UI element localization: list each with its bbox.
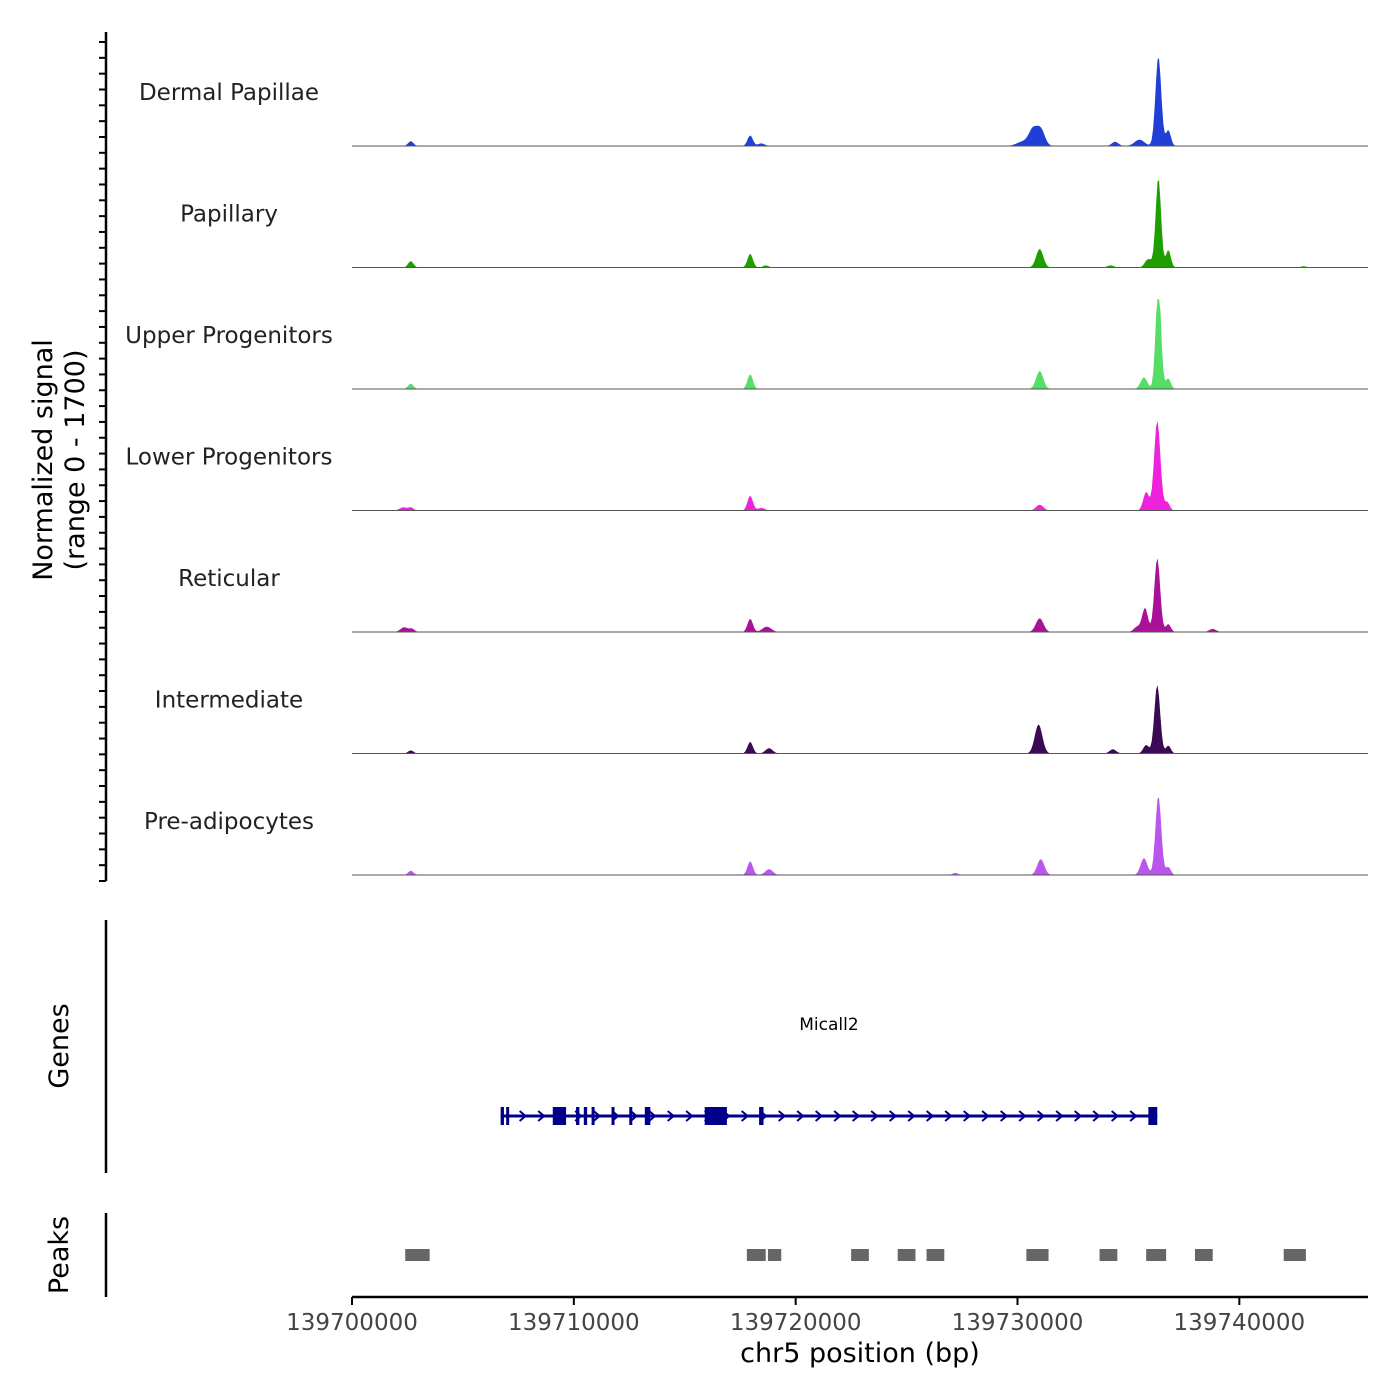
signal-track: Lower Progenitors	[126, 420, 1368, 511]
x-axis-tick-label: 139700000	[286, 1310, 418, 1336]
gene-strand-arrow	[944, 1110, 953, 1122]
signal-track: Upper Progenitors	[125, 299, 1368, 390]
signal-tracks: Dermal Papillae Papillary Upper Progenitor…	[125, 58, 1368, 876]
signal-track: Dermal Papillae	[139, 58, 1368, 147]
gene-strand-arrow	[1073, 1110, 1083, 1122]
gene-model: Micall2	[500, 1015, 1158, 1125]
gene-strand-arrow	[981, 1110, 990, 1122]
track-signal-area	[352, 179, 1368, 268]
gene-exon	[644, 1107, 651, 1125]
peak-region	[897, 1249, 916, 1261]
gene-strand-arrow	[870, 1110, 879, 1122]
x-axis-tick-label: 139740000	[1173, 1310, 1305, 1336]
gene-strand-arrow	[999, 1110, 1009, 1122]
ylabel-line-1: Normalized signal	[28, 339, 59, 581]
gene-strand-arrow	[648, 1110, 657, 1122]
gene-strand-arrow	[1129, 1110, 1138, 1122]
gene-exon	[583, 1107, 588, 1125]
gene-strand-arrow	[1055, 1110, 1064, 1122]
peak-region	[746, 1249, 766, 1261]
track-label: Intermediate	[155, 688, 303, 714]
gene-exon	[759, 1107, 764, 1125]
x-axis-tick-label: 139720000	[730, 1310, 862, 1336]
x-axis-tick-label: 139710000	[508, 1310, 640, 1336]
peak-region	[1099, 1249, 1118, 1261]
signal-y-axis-ticks	[99, 41, 106, 882]
gene-exon	[629, 1107, 633, 1125]
track-signal-area	[352, 58, 1368, 147]
track-label: Lower Progenitors	[126, 445, 333, 471]
track-signal-area	[352, 558, 1368, 632]
gene-strand-arrow	[777, 1110, 787, 1122]
track-signal-area	[352, 299, 1368, 389]
signal-track: Reticular	[178, 558, 1368, 633]
gene-strand-arrow	[851, 1110, 861, 1122]
gene-strand-arrow	[1036, 1110, 1046, 1122]
ylabel-line-2: (range 0 - 1700)	[60, 350, 91, 571]
x-axis-tick-label: 139730000	[952, 1310, 1084, 1336]
track-label: Pre-adipocytes	[144, 809, 314, 835]
peak-region	[1146, 1249, 1167, 1261]
track-signal-area	[352, 685, 1368, 754]
gene-exon	[1148, 1107, 1158, 1125]
gene-exon	[506, 1107, 510, 1125]
gene-strand-arrow	[518, 1110, 528, 1122]
track-label: Reticular	[178, 566, 280, 592]
gene-exon	[500, 1107, 504, 1125]
peak-region	[1194, 1249, 1213, 1261]
x-axis-ticks: 139700000 139710000 139720000 139730000 1397…	[286, 1297, 1305, 1336]
gene-exon	[591, 1107, 595, 1125]
gene-strand-arrow	[685, 1110, 694, 1122]
peak-region	[1283, 1249, 1306, 1261]
genes-panel-label: Genes	[44, 1003, 75, 1088]
peak-region	[1026, 1249, 1049, 1261]
gene-strand-arrow	[925, 1110, 935, 1122]
genes-panel: Micall2	[500, 1015, 1158, 1125]
signal-track: Intermediate	[155, 685, 1368, 754]
track-signal-area	[352, 420, 1368, 511]
track-label: Papillary	[180, 202, 278, 228]
gene-exon	[576, 1107, 580, 1125]
gene-strand-arrow	[796, 1110, 805, 1122]
peaks-panel	[405, 1249, 1306, 1261]
peak-region	[405, 1249, 430, 1261]
gene-strand-arrow	[814, 1110, 824, 1122]
gene-strand-arrow	[592, 1110, 602, 1122]
x-axis-title: chr5 position (bp)	[740, 1338, 980, 1369]
gene-strand-arrow	[1018, 1110, 1027, 1122]
gene-strand-arrow	[962, 1110, 972, 1122]
gene-strand-arrow	[629, 1110, 639, 1122]
signal-track: Pre-adipocytes	[144, 797, 1368, 876]
gene-strand-arrow	[537, 1110, 546, 1122]
track-signal-area	[352, 797, 1368, 875]
gene-strand-arrow	[833, 1110, 842, 1122]
gene-strand-arrow	[888, 1110, 898, 1122]
peak-region	[767, 1249, 782, 1261]
gene-strand-arrow	[1110, 1110, 1120, 1122]
gene-strand-arrow	[1092, 1110, 1101, 1122]
signal-track: Papillary	[180, 179, 1368, 268]
gene-exon	[704, 1107, 727, 1125]
gene-exon	[552, 1107, 567, 1125]
peak-region	[851, 1249, 869, 1261]
track-label: Dermal Papillae	[139, 80, 319, 106]
gene-name-label: Micall2	[799, 1015, 858, 1035]
track-label: Upper Progenitors	[125, 323, 333, 349]
peak-region	[926, 1249, 945, 1261]
gene-strand-arrow	[907, 1110, 916, 1122]
gene-strand-arrow	[740, 1110, 750, 1122]
gene-exon	[611, 1107, 615, 1125]
gene-strand-arrow	[666, 1110, 676, 1122]
peaks-panel-label: Peaks	[44, 1216, 75, 1294]
